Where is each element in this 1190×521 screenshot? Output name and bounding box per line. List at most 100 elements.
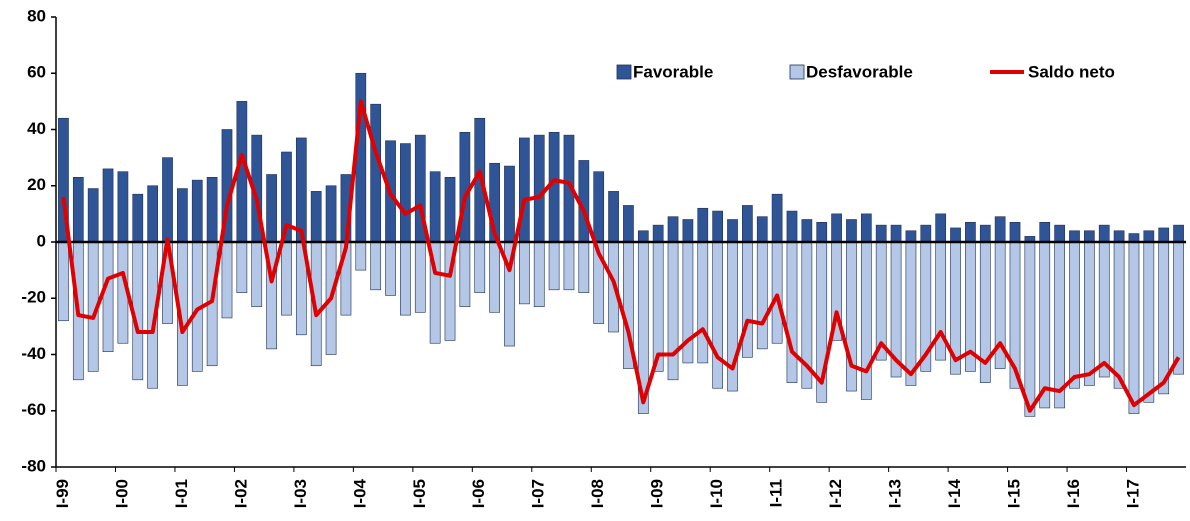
bar	[652, 241, 664, 372]
x-tick-label: I-99	[53, 479, 72, 508]
bar	[860, 213, 872, 243]
bar	[667, 216, 679, 243]
bar	[786, 241, 798, 383]
bar	[400, 241, 411, 316]
bar	[474, 241, 486, 293]
bar	[310, 191, 322, 243]
bar	[459, 241, 471, 307]
bar	[385, 241, 396, 296]
bar	[771, 241, 783, 344]
bar	[697, 207, 709, 243]
bar	[1113, 230, 1125, 243]
bar	[1039, 241, 1051, 409]
bar	[875, 224, 887, 243]
bar	[548, 241, 560, 291]
bar	[920, 224, 932, 243]
legend-swatch	[616, 64, 632, 80]
bar	[905, 230, 917, 243]
legend-label: Saldo neto	[1028, 62, 1115, 81]
y-tick-label: -60	[21, 400, 46, 419]
bar	[400, 143, 411, 243]
bar	[1098, 241, 1110, 378]
bar	[965, 222, 976, 243]
x-tick-label: I-01	[172, 479, 191, 508]
line	[61, 99, 1181, 413]
bar	[697, 241, 709, 364]
bar	[979, 224, 991, 243]
y-tick-label: 60	[27, 63, 46, 82]
bar	[801, 219, 813, 243]
bar	[623, 205, 634, 243]
bar	[414, 241, 426, 313]
bar	[994, 216, 1006, 243]
bar	[444, 177, 456, 243]
bar	[935, 213, 947, 243]
y-tick-label: 20	[27, 175, 46, 194]
x-tick-label: I-14	[945, 478, 964, 508]
bar	[1084, 241, 1095, 386]
bar	[1024, 241, 1036, 417]
bar	[191, 179, 203, 243]
bar	[1128, 241, 1140, 414]
bar	[102, 168, 114, 243]
y-tick-label: 80	[27, 6, 46, 25]
bar	[905, 241, 917, 386]
bar	[251, 241, 263, 307]
bar	[117, 171, 129, 243]
bar	[1069, 241, 1080, 389]
bar	[518, 137, 530, 243]
bar	[727, 219, 738, 243]
bar	[132, 193, 144, 243]
x-tick-label: I-00	[112, 479, 131, 508]
bar	[890, 224, 902, 243]
bar	[147, 185, 159, 243]
bar	[771, 193, 783, 243]
bar	[593, 171, 605, 243]
bar	[563, 241, 575, 291]
bar	[1173, 241, 1184, 375]
x-tick-label: I-15	[1004, 479, 1023, 508]
bar	[667, 241, 679, 381]
bar	[608, 191, 619, 243]
bar	[756, 216, 768, 243]
bar	[786, 210, 798, 243]
bar	[1054, 241, 1065, 409]
x-tick-label: I-02	[231, 479, 250, 508]
bar	[295, 137, 307, 243]
legend-swatch	[789, 64, 805, 80]
bar	[1173, 224, 1184, 243]
bar	[1084, 230, 1095, 243]
bar	[846, 219, 857, 243]
bar	[489, 241, 500, 313]
bar	[221, 241, 233, 319]
bar	[816, 222, 828, 243]
x-tick-label: I-06	[469, 479, 488, 508]
bar	[281, 241, 292, 316]
bar	[370, 103, 382, 243]
bar	[831, 213, 842, 243]
bar	[682, 219, 694, 243]
bar	[1054, 224, 1065, 243]
bar	[370, 241, 382, 291]
bar	[637, 230, 649, 243]
x-tick-label: I-16	[1064, 479, 1083, 508]
bar	[533, 134, 545, 243]
bar	[712, 241, 724, 389]
bar	[177, 188, 188, 243]
x-tick-label: I-13	[886, 479, 905, 508]
bar	[860, 241, 872, 400]
x-tick-label: I-05	[410, 479, 429, 508]
bar	[742, 241, 753, 358]
bar	[1069, 230, 1080, 243]
bar	[102, 241, 114, 352]
x-tick-label: I-04	[350, 478, 369, 508]
bar	[1158, 227, 1170, 243]
bar	[87, 188, 99, 243]
y-tick-label: 40	[27, 119, 46, 138]
bar	[950, 227, 961, 243]
x-tick-label: I-03	[291, 479, 310, 508]
bar	[162, 157, 173, 243]
bar	[72, 177, 84, 243]
bar	[429, 171, 441, 243]
